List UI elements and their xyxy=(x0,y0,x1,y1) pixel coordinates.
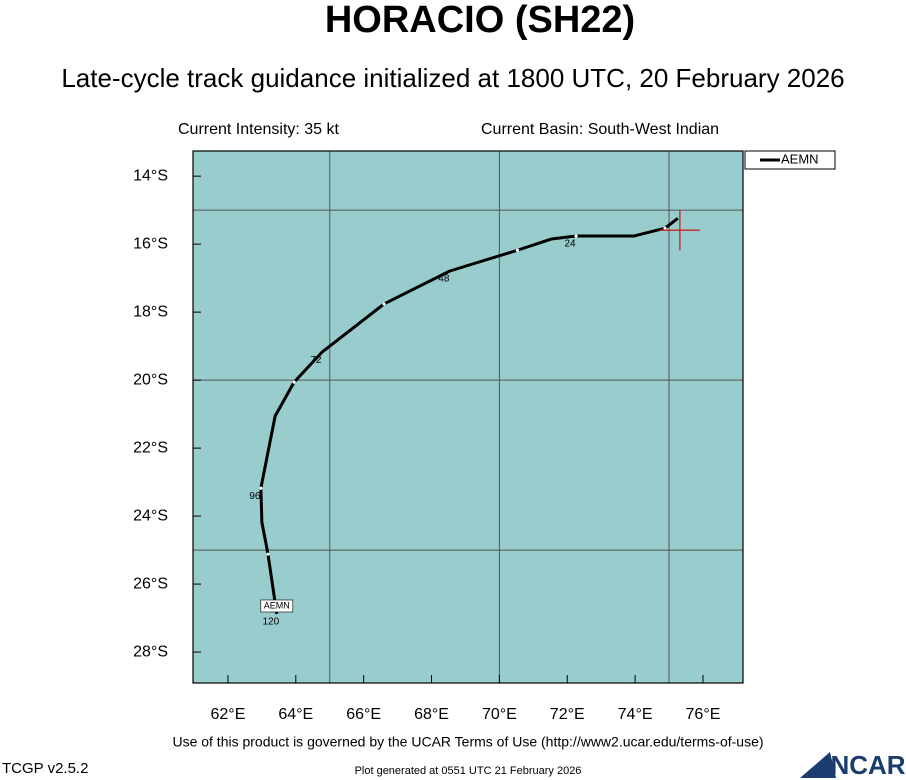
logo: NCAR xyxy=(830,750,905,780)
track-point xyxy=(515,248,519,252)
terms: Use of this product is governed by the U… xyxy=(172,734,763,750)
version: TCGP v2.5.2 xyxy=(2,760,88,777)
x-tick-label: 74°E xyxy=(618,706,653,723)
track-point xyxy=(259,486,263,490)
current-position xyxy=(659,210,700,251)
generated: Plot generated at 0551 UTC 21 February 2… xyxy=(355,765,582,777)
hour-label: 72 xyxy=(310,355,322,366)
x-tick-label: 64°E xyxy=(278,706,313,723)
intensity: Current Intensity: 35 kt xyxy=(178,121,340,138)
y-tick-label: 16°S xyxy=(133,235,168,252)
chart-subtitle: Late-cycle track guidance initialized at… xyxy=(61,63,844,93)
track-point xyxy=(382,302,386,306)
track-name-box xyxy=(260,599,294,613)
track-point xyxy=(292,380,296,384)
x-tick-label: 68°E xyxy=(414,706,449,723)
y-tick-label: 14°S xyxy=(133,167,168,184)
x-tick-label: 66°E xyxy=(346,706,381,723)
track-point xyxy=(663,226,667,230)
x-tick-label: 76°E xyxy=(686,706,721,723)
track-name: AEMN xyxy=(264,600,290,610)
track-point xyxy=(574,234,578,238)
plot-frame xyxy=(192,150,744,684)
plot-area xyxy=(193,151,743,683)
hour-label: 96 xyxy=(249,491,261,502)
chart-title: HORACIO (SH22) xyxy=(325,0,635,41)
y-tick-label: 22°S xyxy=(133,439,168,456)
y-tick-label: 26°S xyxy=(133,575,168,592)
legend-box xyxy=(744,150,836,170)
basin: Current Basin: South-West Indian xyxy=(481,121,719,138)
x-tick-label: 72°E xyxy=(550,706,585,723)
y-tick-label: 24°S xyxy=(133,507,168,524)
hour-label: 120 xyxy=(262,617,279,628)
x-tick-label: 70°E xyxy=(482,706,517,723)
y-tick-label: 20°S xyxy=(133,371,168,388)
x-tick-label: 62°E xyxy=(211,706,246,723)
track-point xyxy=(266,552,270,556)
hour-label: 24 xyxy=(565,239,577,250)
legend-label: AEMN xyxy=(781,151,819,166)
hour-label: 48 xyxy=(438,274,450,285)
y-tick-label: 18°S xyxy=(133,303,168,320)
y-tick-label: 28°S xyxy=(133,643,168,660)
logo-mark xyxy=(800,752,836,778)
